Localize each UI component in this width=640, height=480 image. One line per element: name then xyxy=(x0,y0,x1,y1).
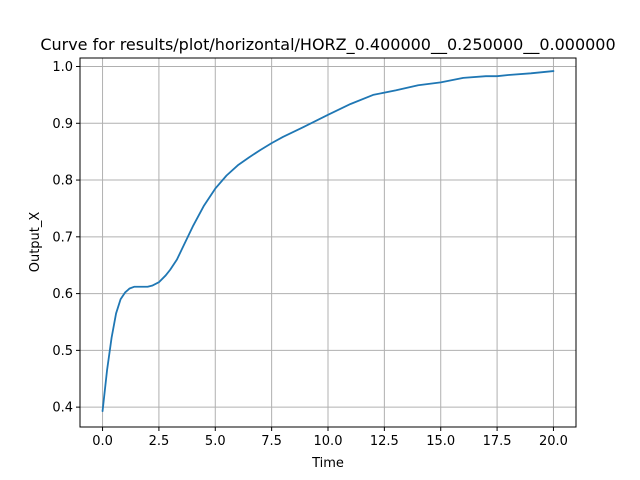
y-axis-label: Output_X xyxy=(28,212,43,273)
series-line xyxy=(101,70,555,413)
series-layer xyxy=(101,70,555,413)
x-tick-label: 20.0 xyxy=(539,434,568,449)
x-tick-label: 2.5 xyxy=(149,434,170,449)
y-tick-label: 0.8 xyxy=(52,174,73,189)
x-tick-label: 10.0 xyxy=(314,434,343,449)
y-tick-label: 0.7 xyxy=(52,230,73,245)
x-tick-label: 7.5 xyxy=(261,434,282,449)
x-tick-label: 12.5 xyxy=(370,434,399,449)
x-tick-label: 15.0 xyxy=(426,434,455,449)
grid xyxy=(80,58,576,427)
x-tick-label: 0.0 xyxy=(92,434,113,449)
y-tick-label: 1.0 xyxy=(52,60,73,75)
chart-title: Curve for results/plot/horizontal/HORZ_0… xyxy=(40,35,615,55)
x-tick-label: 17.5 xyxy=(483,434,512,449)
x-axis-label: Time xyxy=(311,456,344,471)
y-tick-label: 0.9 xyxy=(52,117,73,132)
ticks: 0.0 2.5 5.0 7.5 10.0 12.5 15.0 17.5 20.0 0.4 0.5 0.… xyxy=(52,60,568,449)
y-tick-label: 0.4 xyxy=(52,401,73,416)
y-tick-label: 0.6 xyxy=(52,287,73,302)
x-tick-label: 5.0 xyxy=(205,434,226,449)
y-tick-label: 0.5 xyxy=(52,344,73,359)
